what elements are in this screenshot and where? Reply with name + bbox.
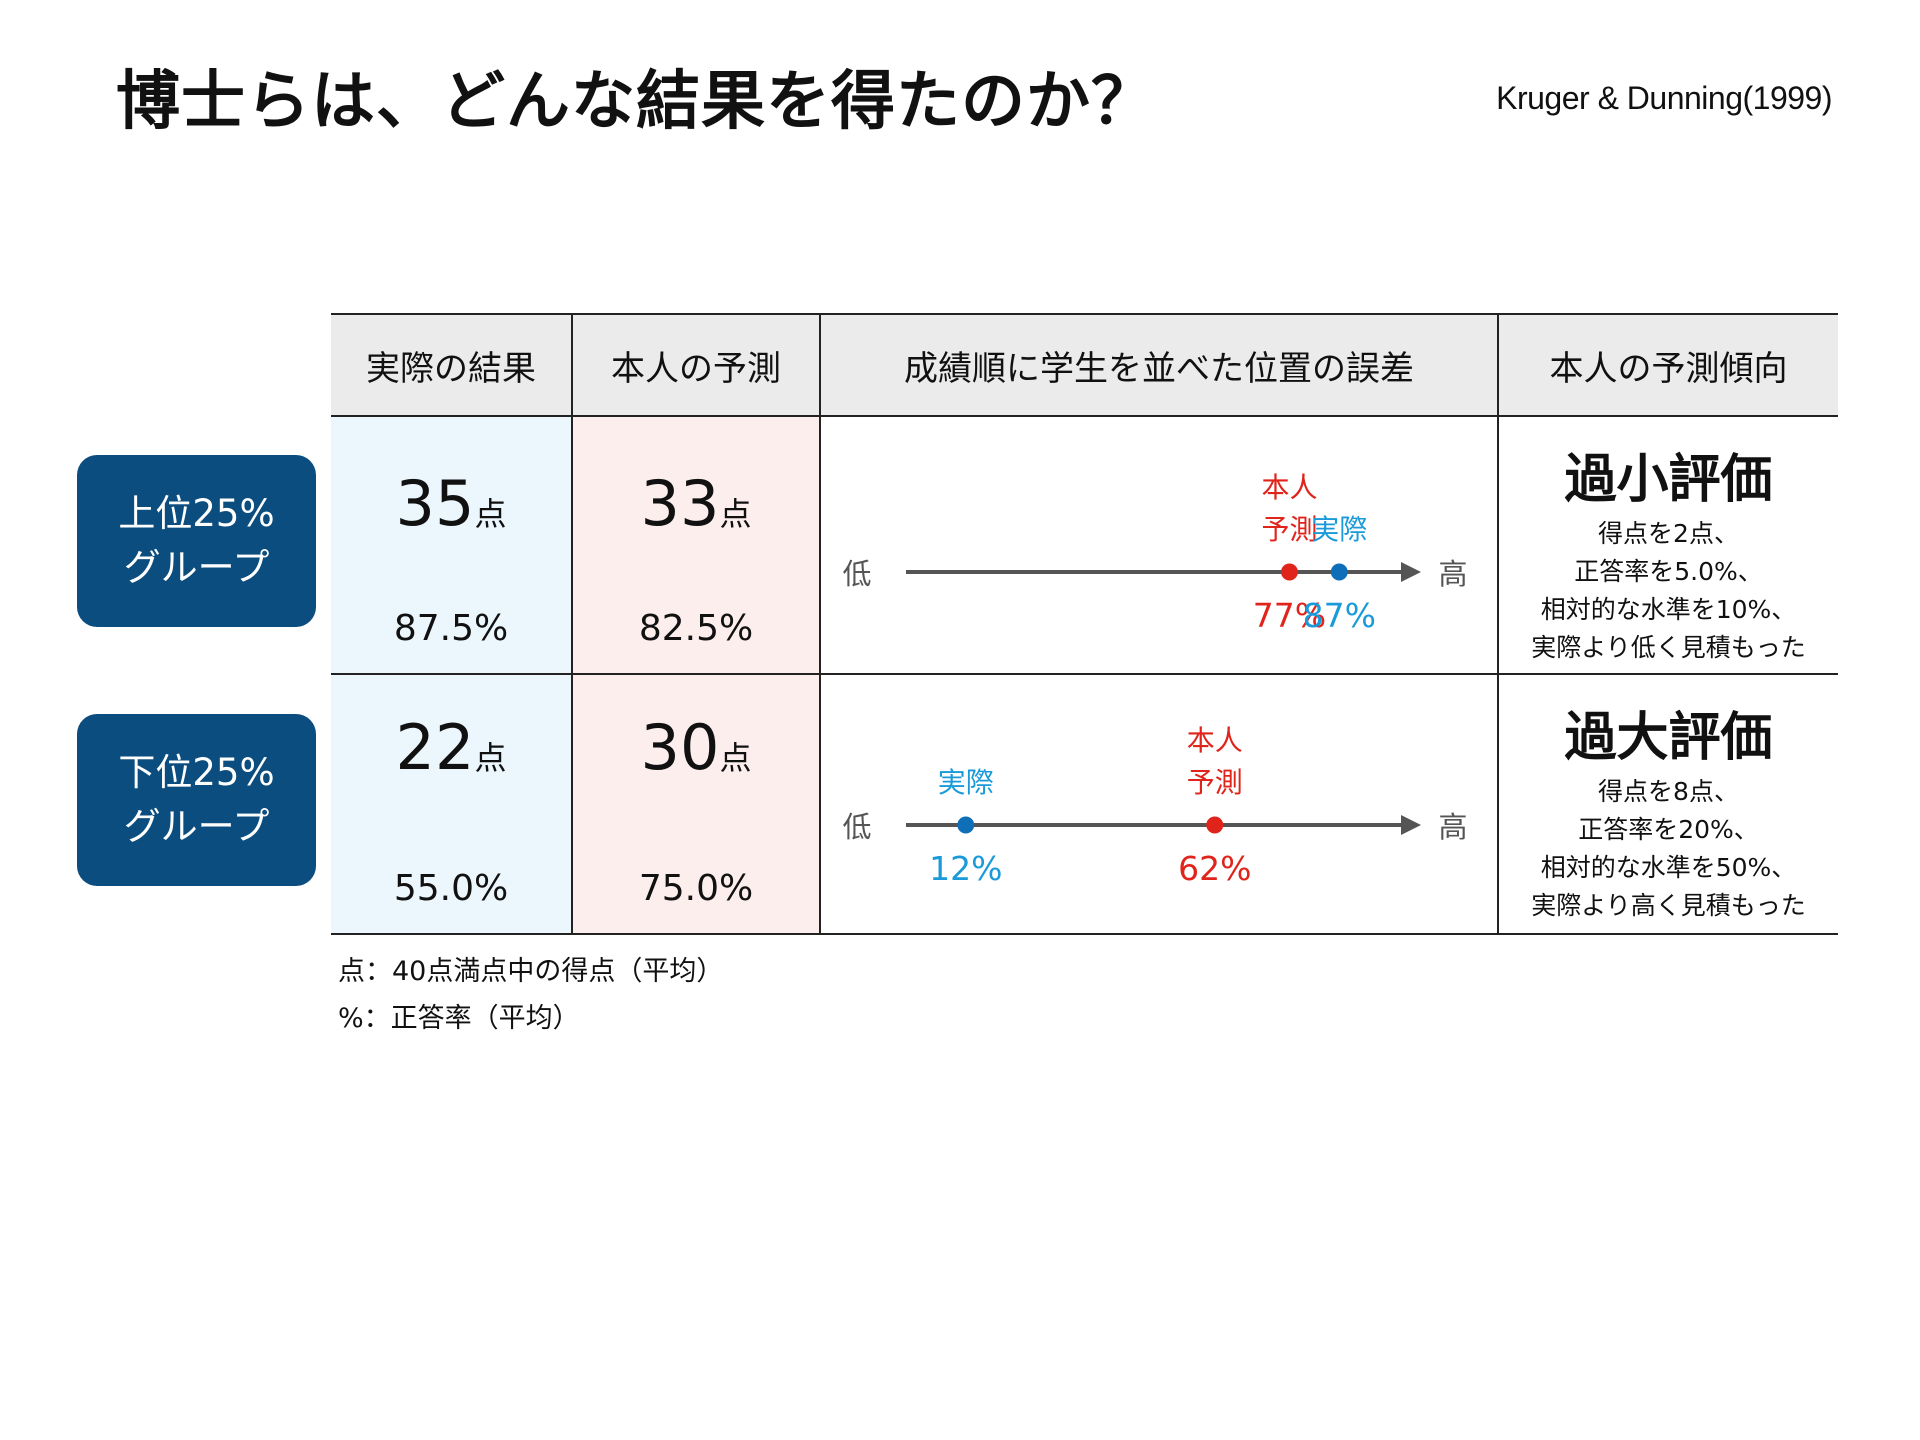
actual-rate: 87.5% xyxy=(393,608,509,649)
point-label: 実際 xyxy=(1311,513,1367,546)
tendency-line: 得点を8点、 xyxy=(1598,777,1739,806)
tendency-description: 得点を8点、 正答率を20%、 相対的な水準を50%、 実際より高く見積もった xyxy=(1499,773,1838,925)
tendency-line: 実際より高く見積もった xyxy=(1531,891,1806,920)
table-border-top xyxy=(331,313,1838,315)
column-divider xyxy=(571,313,573,935)
footnotes: 点：40点満点中の得点（平均） %：正答率（平均） xyxy=(338,948,723,1042)
group-label-line1: 上位25% xyxy=(118,492,275,535)
score-value: 35 xyxy=(395,467,475,540)
header-actual-result: 実際の結果 xyxy=(331,315,571,415)
predicted-rate: 75.0% xyxy=(638,868,754,909)
group-label-line1: 下位25% xyxy=(118,751,275,794)
axis-low-label: 低 xyxy=(842,810,871,844)
predicted-point xyxy=(1280,563,1298,581)
score-value: 22 xyxy=(395,711,475,784)
table-row-divider xyxy=(331,673,1838,675)
cell-tendency-top: 過小評価 得点を2点、 正答率を5.0%、 相対的な水準を10%、 実際より低く… xyxy=(1499,417,1838,673)
group-label-line2: グループ xyxy=(123,546,270,589)
axis-high-label: 高 xyxy=(1438,557,1467,591)
tendency-line: 相対的な水準を50%、 xyxy=(1540,853,1797,882)
tendency-line: 正答率を20%、 xyxy=(1578,815,1759,844)
predicted-point xyxy=(1206,816,1224,834)
point-label: 本人 xyxy=(1187,724,1243,757)
cell-predicted-bottom: 30点 75.0% xyxy=(573,675,819,933)
footnote-score: 点：40点満点中の得点（平均） xyxy=(338,956,724,987)
point-label: 予測 xyxy=(1187,766,1243,799)
citation: Kruger & Dunning(1999) xyxy=(1496,80,1832,116)
tendency-line: 得点を2点、 xyxy=(1598,519,1739,548)
point-label: 本人 xyxy=(1261,471,1317,504)
score-unit: 点 xyxy=(719,495,752,533)
header-position-error: 成績順に学生を並べた位置の誤差 xyxy=(821,315,1497,415)
score-unit: 点 xyxy=(474,739,507,777)
point-label: 実際 xyxy=(938,766,994,799)
predicted-score: 33点 xyxy=(573,467,819,540)
score-value: 30 xyxy=(640,711,720,784)
column-divider xyxy=(1497,313,1499,935)
cell-predicted-top: 33点 82.5% xyxy=(573,417,819,673)
cell-actual-top: 35点 87.5% xyxy=(331,417,571,673)
tendency-title: 過大評価 xyxy=(1564,708,1773,768)
tendency-title: 過小評価 xyxy=(1564,450,1773,510)
point-value-label: 77% xyxy=(1253,596,1326,635)
column-divider xyxy=(819,313,821,935)
header-self-prediction: 本人の予測 xyxy=(573,315,819,415)
position-error-chart: 低高本人予測77%実際87%低 高実際12%本人予測62% xyxy=(842,471,1467,888)
score-unit: 点 xyxy=(719,739,752,777)
tendency-line: 実際より低く見積もった xyxy=(1531,633,1806,662)
point-value-label: 87% xyxy=(1303,596,1376,635)
actual-point xyxy=(1330,563,1348,581)
tendency-line: 正答率を5.0%、 xyxy=(1574,557,1763,586)
tendency-description: 得点を2点、 正答率を5.0%、 相対的な水準を10%、 実際より低く見積もった xyxy=(1499,515,1838,667)
axis-low-label: 低 xyxy=(842,557,871,591)
footnote-rate: %：正答率（平均） xyxy=(338,1003,580,1034)
axis-high-label: 高 xyxy=(1438,810,1467,844)
group-label-top: 上位25% グループ xyxy=(77,455,316,627)
header-prediction-tendency: 本人の予測傾向 xyxy=(1499,315,1838,415)
point-value-label: 62% xyxy=(1178,849,1251,888)
point-value-label: 12% xyxy=(929,849,1002,888)
tendency-line: 相対的な水準を10%、 xyxy=(1540,595,1797,624)
results-table: 実際の結果 本人の予測 成績順に学生を並べた位置の誤差 本人の予測傾向 35点 … xyxy=(331,313,1838,935)
point-label: 予測 xyxy=(1261,513,1317,546)
page-title: 博士らは、どんな結果を得たのか？ xyxy=(116,65,1156,139)
group-label-line2: グループ xyxy=(123,805,270,848)
actual-rate: 55.0% xyxy=(393,868,509,909)
axis-arrowhead xyxy=(1401,562,1421,582)
actual-score: 35点 xyxy=(331,467,571,540)
predicted-score: 30点 xyxy=(573,711,819,784)
axis-arrowhead xyxy=(1401,815,1421,835)
table-header-divider xyxy=(331,415,1838,417)
score-unit: 点 xyxy=(474,495,507,533)
actual-score: 22点 xyxy=(331,711,571,784)
table-border-bottom xyxy=(331,933,1838,935)
cell-actual-bottom: 22点 55.0% xyxy=(331,675,571,933)
actual-point xyxy=(957,816,975,834)
cell-tendency-bottom: 過大評価 得点を8点、 正答率を20%、 相対的な水準を50%、 実際より高く見… xyxy=(1499,675,1838,933)
score-value: 33 xyxy=(640,467,720,540)
predicted-rate: 82.5% xyxy=(638,608,754,649)
group-label-bottom: 下位25% グループ xyxy=(77,714,316,886)
